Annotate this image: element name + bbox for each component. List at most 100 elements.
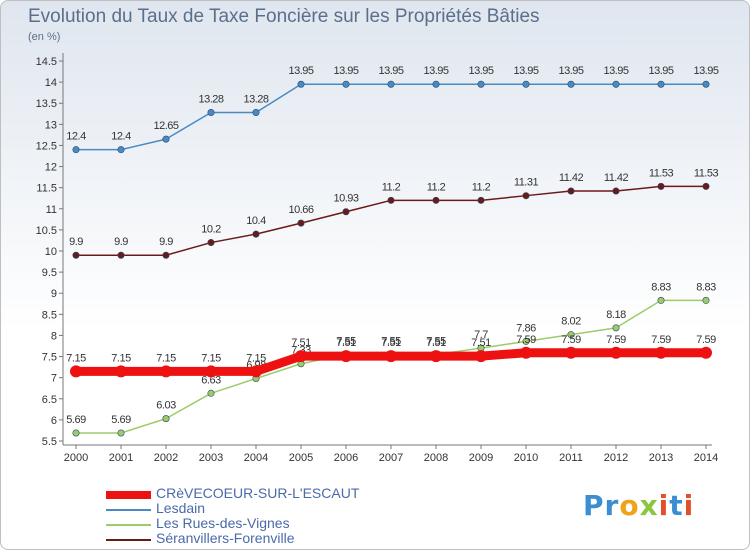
- data-point: [162, 415, 170, 423]
- data-label: 13.95: [558, 65, 583, 77]
- data-label: 7.15: [246, 352, 266, 364]
- data-point: [72, 146, 80, 154]
- data-label: 7.51: [291, 337, 311, 349]
- data-label: 13.95: [378, 65, 403, 77]
- proxiti-logo: Proxiti: [583, 489, 695, 522]
- data-point: [117, 251, 125, 259]
- data-point: [72, 251, 80, 259]
- y-tick-label: 12.5: [36, 140, 57, 152]
- data-point: [162, 135, 170, 143]
- data-point: [702, 80, 710, 88]
- x-tick-label: 2005: [289, 452, 313, 464]
- data-point: [385, 350, 397, 363]
- data-point: [297, 80, 305, 88]
- y-tick-label: 13.5: [36, 98, 57, 110]
- data-point: [252, 109, 260, 117]
- data-label: 11.31: [514, 177, 539, 189]
- data-point: [340, 350, 352, 363]
- data-label: 7.51: [336, 337, 356, 349]
- x-tick-label: 2012: [604, 452, 628, 464]
- data-label: 11.2: [472, 181, 491, 193]
- data-point: [612, 80, 620, 88]
- data-label: 7.59: [516, 334, 536, 346]
- data-point: [250, 365, 262, 378]
- y-tick-label: 8.5: [42, 309, 57, 321]
- legend-swatch: [106, 539, 151, 541]
- data-label: 5.69: [111, 414, 131, 426]
- data-point: [117, 429, 125, 437]
- data-label: 13.28: [243, 94, 268, 106]
- legend-swatch: [106, 491, 151, 499]
- data-label: 7.55: [426, 335, 446, 347]
- legend-label: Les Rues-des-Vignes: [156, 515, 290, 531]
- y-tick-label: 14: [45, 77, 57, 89]
- data-point: [657, 182, 665, 190]
- data-label: 6.03: [156, 400, 176, 412]
- data-point: [432, 80, 440, 88]
- data-point: [655, 346, 667, 359]
- chart-title: Evolution du Taux de Taxe Foncière sur l…: [28, 6, 540, 27]
- legend-swatch: [106, 524, 151, 526]
- legend-item: Séranvillers-Forenville: [106, 530, 406, 548]
- x-tick-label: 2009: [469, 452, 493, 464]
- x-tick-label: 2004: [244, 452, 268, 464]
- data-point: [567, 80, 575, 88]
- data-label: 7.59: [696, 334, 716, 346]
- data-label: 8.83: [696, 281, 716, 293]
- data-point: [565, 346, 577, 359]
- y-tick-label: 7: [51, 373, 57, 385]
- data-label: 13.95: [333, 65, 358, 77]
- legend-label: CRèVECOEUR-SUR-L'ESCAUT: [156, 485, 360, 501]
- y-tick-label: 14.5: [36, 56, 57, 68]
- unit-label: (en %): [28, 31, 61, 43]
- data-label: 9.9: [159, 236, 173, 248]
- x-tick-label: 2011: [559, 452, 583, 464]
- x-tick-label: 2001: [109, 452, 133, 464]
- data-point: [160, 365, 172, 378]
- data-point: [430, 350, 442, 363]
- legend-label: Lesdain: [156, 500, 206, 516]
- data-label: 13.95: [513, 65, 538, 77]
- y-tick-label: 10.5: [36, 225, 57, 237]
- data-label: 7.59: [651, 334, 671, 346]
- y-tick-label: 9.5: [42, 267, 57, 279]
- data-point: [477, 196, 485, 204]
- data-point: [567, 187, 575, 195]
- data-label: 9.9: [114, 236, 128, 248]
- data-point: [115, 365, 127, 378]
- y-tick-label: 11.5: [36, 183, 57, 195]
- y-tick-label: 9: [51, 288, 57, 300]
- data-label: 9.9: [69, 236, 83, 248]
- x-tick-label: 2008: [424, 452, 448, 464]
- y-tick-label: 11: [46, 204, 57, 216]
- data-label: 7.15: [66, 352, 86, 364]
- x-tick-label: 2002: [154, 452, 178, 464]
- y-tick-label: 10: [45, 246, 57, 258]
- data-label: 7.55: [381, 335, 401, 347]
- legend-item: Les Rues-des-Vignes: [106, 515, 406, 533]
- data-point: [702, 182, 710, 190]
- data-point: [207, 389, 215, 397]
- data-point: [612, 324, 620, 332]
- data-label: 7.7: [474, 329, 488, 341]
- series-line: [76, 83, 706, 151]
- y-tick-label: 7.5: [42, 352, 57, 364]
- data-label: 13.95: [648, 65, 673, 77]
- data-point: [342, 80, 350, 88]
- y-tick-label: 5.5: [42, 436, 57, 448]
- y-tick-label: 6: [51, 415, 57, 427]
- data-label: 13.95: [288, 65, 313, 77]
- data-label: 13.95: [603, 65, 628, 77]
- data-label: 10.2: [201, 224, 221, 236]
- data-label: 7.15: [156, 352, 176, 364]
- data-point: [657, 80, 665, 88]
- x-tick-label: 2006: [334, 452, 358, 464]
- data-point: [702, 296, 710, 304]
- data-label: 7.59: [606, 334, 626, 346]
- data-label: 13.95: [468, 65, 493, 77]
- data-label: 10.93: [333, 193, 358, 205]
- data-label: 8.83: [651, 281, 671, 293]
- data-point: [522, 80, 530, 88]
